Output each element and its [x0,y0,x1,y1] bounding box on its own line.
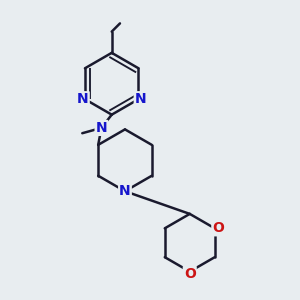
Text: N: N [77,92,89,106]
Text: N: N [96,121,107,135]
Text: N: N [119,184,131,198]
Text: O: O [184,267,196,281]
Text: O: O [212,221,224,235]
Text: N: N [135,92,146,106]
